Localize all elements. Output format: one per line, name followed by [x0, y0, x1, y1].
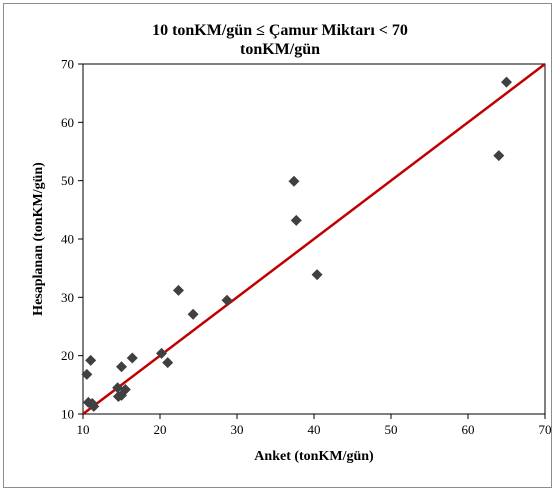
data-points: [81, 76, 512, 412]
x-tick-label: 10: [77, 422, 90, 437]
data-point-marker: [116, 361, 127, 373]
data-point-marker: [119, 384, 131, 395]
y-tick-label: 40: [61, 232, 74, 247]
data-point-marker: [162, 357, 174, 369]
x-axis: 10 20 30 40 50 60 70: [77, 414, 552, 437]
data-point-marker: [81, 368, 93, 380]
x-axis-label: Anket (tonKM/gün): [254, 449, 374, 464]
data-point-marker: [501, 76, 512, 88]
reference-line: [82, 63, 546, 415]
data-point-marker: [187, 308, 199, 320]
x-tick-label: 70: [539, 422, 552, 437]
data-point-marker: [172, 284, 184, 296]
data-point-marker: [112, 382, 124, 394]
data-point-marker: [126, 352, 138, 364]
x-tick-label: 40: [308, 422, 321, 437]
x-tick-label: 30: [231, 422, 244, 437]
y-axis-label: Hesaplanan (tonKM/gün): [31, 162, 46, 316]
chart-title-line-2: tonKM/gün: [240, 41, 320, 58]
y-tick-label: 10: [61, 407, 74, 422]
data-point-marker: [221, 294, 233, 306]
data-point-marker: [156, 347, 168, 359]
x-tick-label: 50: [385, 422, 398, 437]
x-tick-label: 20: [154, 422, 167, 437]
y-tick-label: 50: [61, 173, 74, 188]
data-point-marker: [85, 354, 97, 366]
y-tick-label: 30: [61, 290, 74, 305]
data-point-marker: [311, 269, 323, 281]
data-point-marker: [493, 150, 505, 162]
data-point-marker: [290, 214, 302, 226]
y-tick-label: 20: [61, 348, 74, 363]
data-point-marker: [288, 175, 300, 187]
chart-title-line-1: 10 tonKM/gün ≤ Çamur Miktarı < 70: [152, 22, 408, 39]
y-tick-label: 60: [61, 115, 74, 130]
y-axis: 10 20 30 40 50 60 70: [61, 57, 83, 422]
y-tick-label: 70: [61, 57, 74, 72]
x-tick-label: 60: [462, 422, 475, 437]
data-point-marker: [88, 400, 100, 412]
